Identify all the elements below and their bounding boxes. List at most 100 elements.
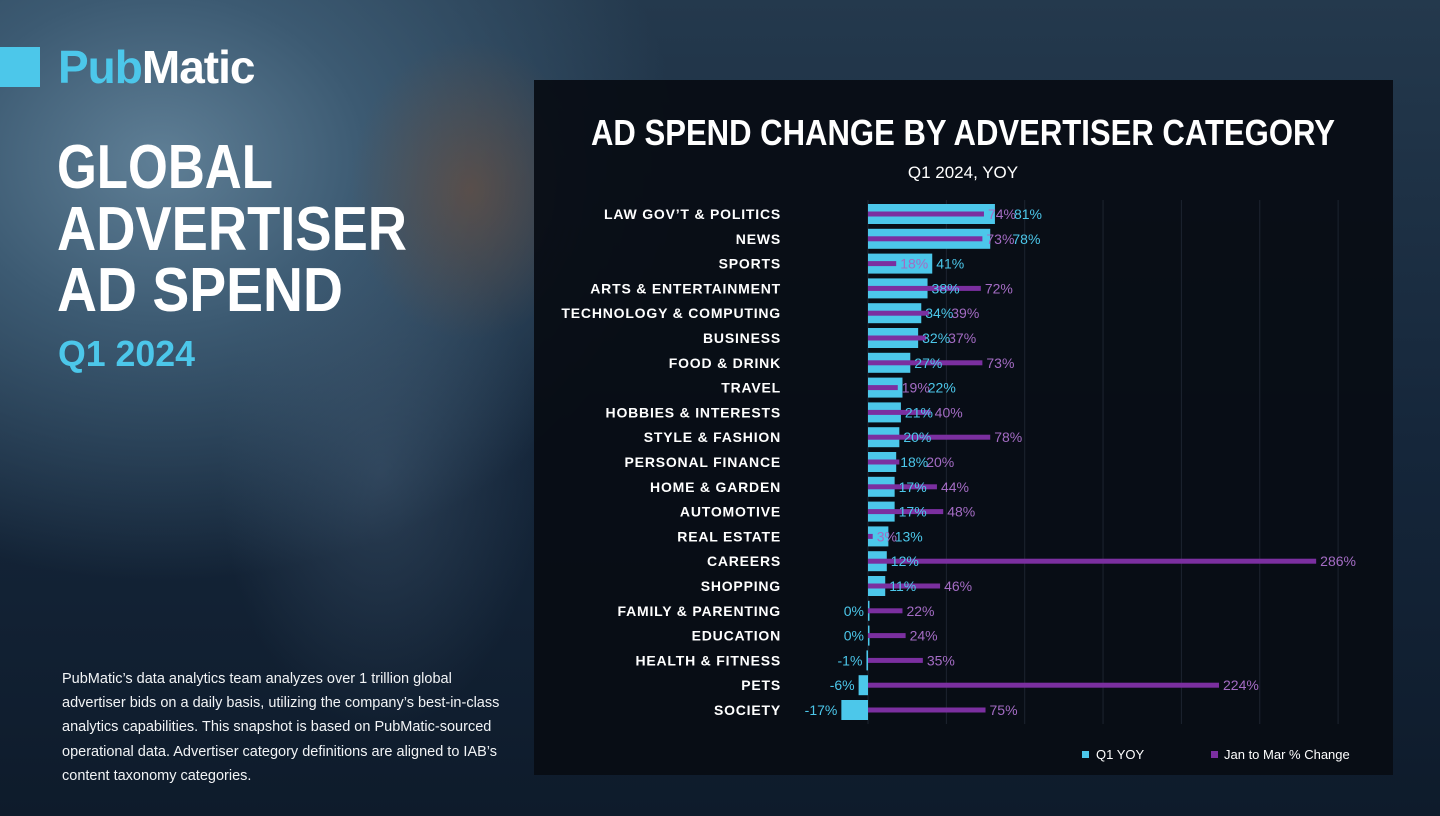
data-label-q1-yoy: 0% <box>844 603 864 619</box>
data-label-jan-mar: 72% <box>985 280 1013 296</box>
bar-q1-yoy <box>841 700 868 720</box>
pubmatic-logo: PubMatic <box>58 40 256 94</box>
category-label: PERSONAL FINANCE <box>625 454 781 470</box>
logo-pub: Pub <box>58 41 143 93</box>
bar-jan-mar <box>868 657 923 663</box>
data-label-jan-mar: 286% <box>1320 553 1356 569</box>
data-label-q1-yoy: 41% <box>936 256 964 272</box>
data-label-q1-yoy: 20% <box>903 429 931 445</box>
category-label: HEALTH & FITNESS <box>635 652 781 668</box>
hero-line-3: AD SPEND <box>57 256 343 325</box>
bar-jan-mar <box>868 633 906 639</box>
data-label-jan-mar: 40% <box>935 404 963 420</box>
data-label-q1-yoy: 38% <box>932 280 960 296</box>
data-label-jan-mar: 35% <box>927 652 955 668</box>
category-label: CAREERS <box>707 553 781 569</box>
category-label: HOBBIES & INTERESTS <box>606 404 781 420</box>
bar-jan-mar <box>868 409 931 415</box>
bar-jan-mar <box>868 211 984 217</box>
data-label-q1-yoy: 22% <box>928 380 956 396</box>
bar-jan-mar <box>868 310 930 316</box>
category-label: LAW GOV’T & POLITICS <box>604 206 781 222</box>
category-label: REAL ESTATE <box>677 528 781 544</box>
description-text: PubMatic’s data analytics team analyzes … <box>62 671 500 784</box>
data-label-jan-mar: 75% <box>990 702 1018 718</box>
chart-title: AD SPEND CHANGE BY ADVERTISER CATEGORY <box>591 112 1335 153</box>
legend-label-jan-mar: Jan to Mar % Change <box>1224 747 1350 762</box>
chart-panel: AD SPEND CHANGE BY ADVERTISER CATEGORY Q… <box>534 80 1393 775</box>
data-label-jan-mar: 19% <box>902 380 930 396</box>
data-label-q1-yoy: -6% <box>830 677 855 693</box>
bar-jan-mar <box>868 533 873 539</box>
hero-period: Q1 2024 <box>58 333 195 374</box>
bar-jan-mar <box>868 583 941 589</box>
bar-jan-mar <box>868 360 983 366</box>
data-label-jan-mar: 24% <box>910 628 938 644</box>
data-label-q1-yoy: 81% <box>1014 206 1042 222</box>
data-label-q1-yoy: -17% <box>805 702 838 718</box>
bar-jan-mar <box>868 558 1317 564</box>
category-label: HOME & GARDEN <box>650 479 781 495</box>
hero-line-1: GLOBAL <box>57 133 273 202</box>
category-label: ARTS & ENTERTAINMENT <box>590 280 781 296</box>
category-label: EDUCATION <box>692 628 781 644</box>
data-label-q1-yoy: 21% <box>905 404 933 420</box>
data-label-jan-mar: 3% <box>877 528 897 544</box>
legend-swatch-q1-yoy <box>1082 751 1089 758</box>
data-label-q1-yoy: 13% <box>895 528 923 544</box>
data-label-jan-mar: 74% <box>988 206 1016 222</box>
data-label-q1-yoy: 11% <box>889 578 916 594</box>
hero-title: GLOBAL ADVERTISER AD SPEND Q1 2024 <box>57 133 407 374</box>
bar-jan-mar <box>868 335 926 341</box>
chart-subtitle: Q1 2024, YOY <box>908 163 1018 182</box>
legend-label-q1-yoy: Q1 YOY <box>1096 747 1145 762</box>
legend-swatch-jan-mar <box>1211 751 1218 758</box>
data-label-jan-mar: 39% <box>951 305 979 321</box>
category-label: SPORTS <box>719 256 781 272</box>
bar-jan-mar <box>868 459 900 465</box>
data-label-jan-mar: 224% <box>1223 677 1259 693</box>
bar-jan-mar <box>868 385 898 391</box>
bar-q1-yoy <box>868 526 889 547</box>
category-label: NEWS <box>736 231 781 247</box>
bar-jan-mar <box>868 707 986 713</box>
bar-jan-mar <box>868 285 981 291</box>
bar-jan-mar <box>868 434 991 440</box>
data-label-jan-mar: 78% <box>994 429 1022 445</box>
data-label-q1-yoy: -1% <box>838 652 863 668</box>
hero-line-2: ADVERTISER <box>57 195 407 264</box>
category-label: FOOD & DRINK <box>669 355 781 371</box>
data-label-q1-yoy: 27% <box>914 355 942 371</box>
bar-jan-mar <box>868 236 983 242</box>
category-label: PETS <box>741 677 781 693</box>
logo-matic: Matic <box>141 41 256 93</box>
data-label-q1-yoy: 78% <box>1012 231 1040 247</box>
data-label-jan-mar: 46% <box>944 578 972 594</box>
bar-jan-mar <box>868 682 1220 688</box>
category-label: AUTOMOTIVE <box>680 504 781 520</box>
category-label: FAMILY & PARENTING <box>618 603 782 619</box>
bar-jan-mar <box>868 261 897 267</box>
category-label: BUSINESS <box>703 330 781 346</box>
logo-square <box>0 47 40 87</box>
data-label-jan-mar: 22% <box>906 603 934 619</box>
bar-jan-mar <box>868 608 903 614</box>
data-label-q1-yoy: 12% <box>891 553 919 569</box>
bar-q1-yoy <box>868 253 933 274</box>
category-label: SHOPPING <box>701 578 781 594</box>
category-label: SOCIETY <box>714 702 781 718</box>
data-label-q1-yoy: 32% <box>922 330 950 346</box>
data-label-jan-mar: 73% <box>986 231 1014 247</box>
category-label: TRAVEL <box>721 380 781 396</box>
bar-jan-mar <box>868 509 944 515</box>
chart: AD SPEND CHANGE BY ADVERTISER CATEGORY Q… <box>561 112 1356 762</box>
data-label-jan-mar: 20% <box>926 454 954 470</box>
bar-q1-yoy <box>858 675 868 696</box>
bar-jan-mar <box>868 484 937 490</box>
category-label: TECHNOLOGY & COMPUTING <box>561 305 781 321</box>
data-label-q1-yoy: 17% <box>899 479 927 495</box>
data-label-jan-mar: 18% <box>900 256 928 272</box>
data-label-q1-yoy: 0% <box>844 628 864 644</box>
data-label-jan-mar: 73% <box>986 355 1014 371</box>
data-label-jan-mar: 37% <box>948 330 976 346</box>
